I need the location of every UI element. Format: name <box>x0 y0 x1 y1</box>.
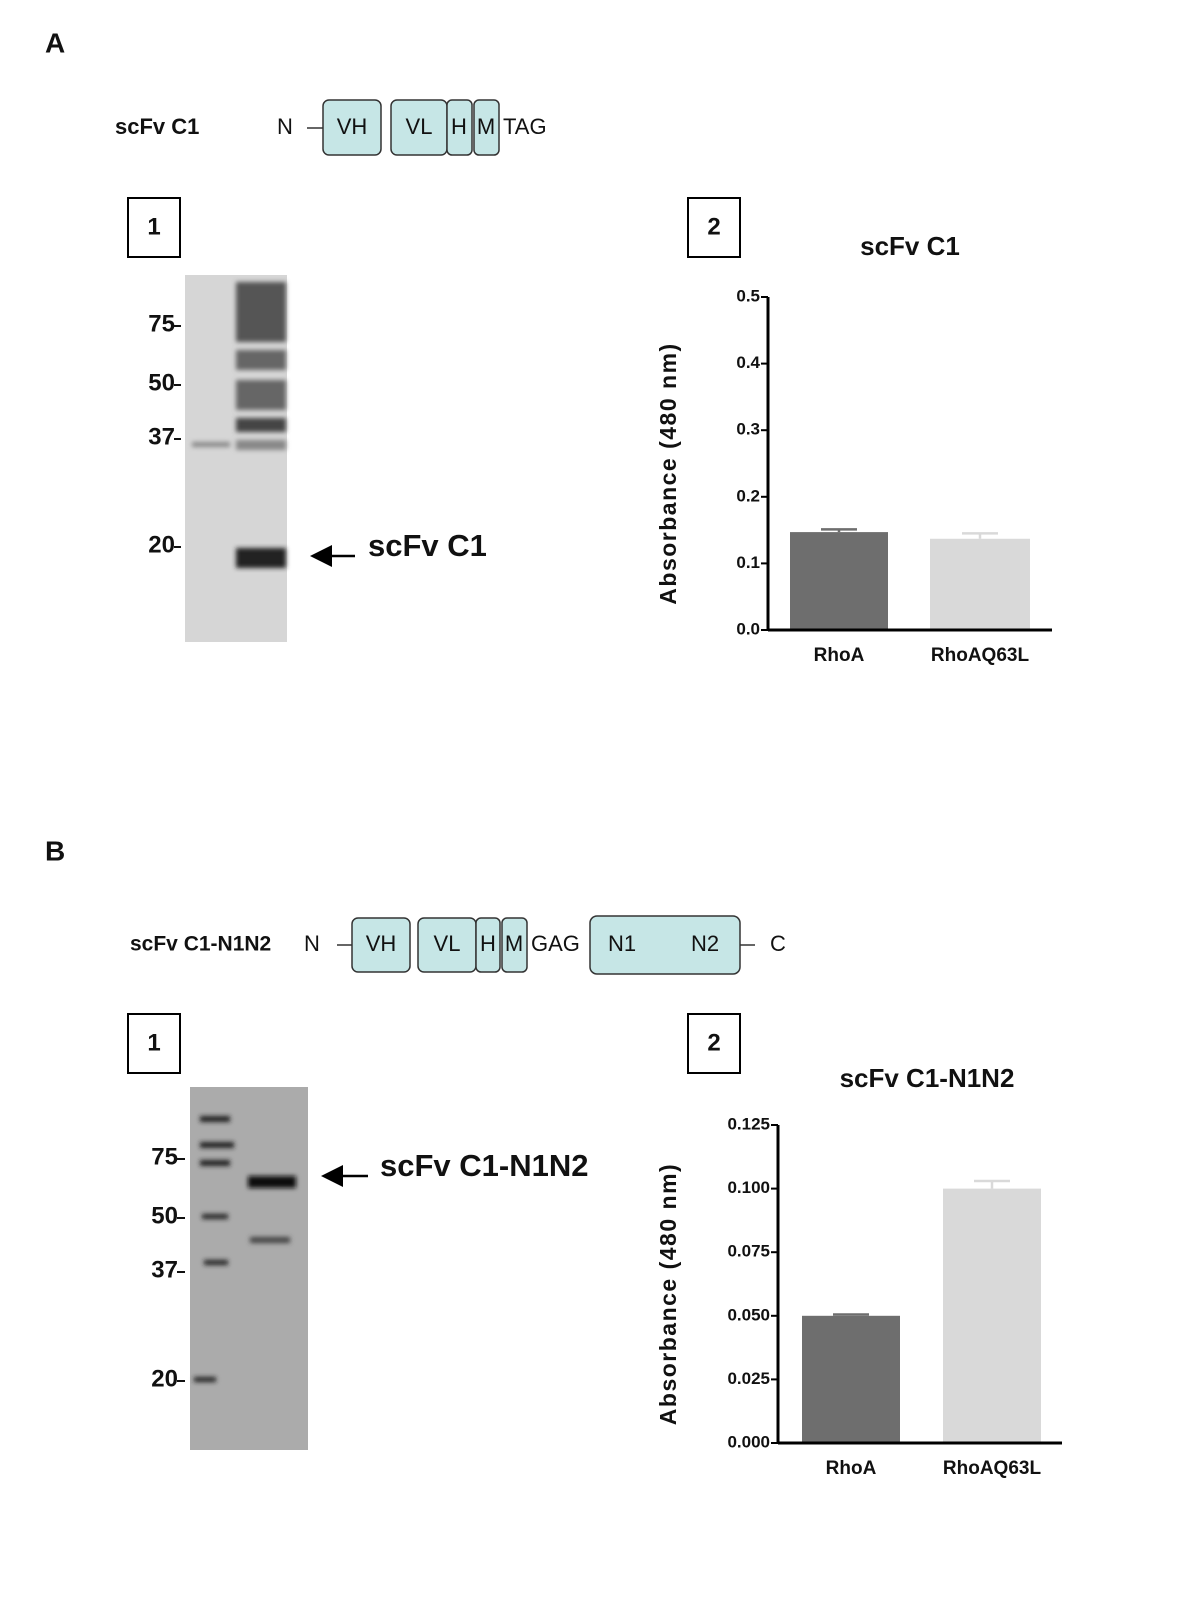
y-axis-label: Absorbance (480 nm) <box>655 1163 681 1425</box>
chart-title: scFv C1 <box>860 231 960 261</box>
subpanel-label: 2 <box>707 213 720 240</box>
y-tick-label: 0.2 <box>736 486 760 505</box>
error-bar <box>974 1179 1010 1189</box>
tag: TAG <box>503 114 547 139</box>
bar <box>802 1315 900 1443</box>
panel-label: B <box>45 835 65 866</box>
domain: N2 <box>691 931 719 956</box>
bar <box>930 538 1030 630</box>
x-tick-label: RhoA <box>814 645 865 666</box>
domain: M <box>477 114 495 139</box>
linker: GAG <box>531 931 580 956</box>
x-tick-label: RhoA <box>826 1458 877 1479</box>
y-tick-label: 0.1 <box>736 553 760 572</box>
marker-label: 75 <box>148 310 175 337</box>
subpanel-label: 1 <box>147 213 160 240</box>
construct-name: scFv C1-N1N2 <box>130 933 271 956</box>
y-tick-label: 0.0 <box>736 619 760 638</box>
western-blot: 75 50 37 20 scFv C1 <box>148 275 487 642</box>
x-tick-label: RhoAQ63L <box>943 1458 1042 1479</box>
n-terminus: N <box>304 931 320 956</box>
marker-label: 20 <box>151 1365 178 1392</box>
bar <box>790 532 888 630</box>
domain: N1 <box>608 931 636 956</box>
y-tick-label: 0.100 <box>727 1178 770 1197</box>
y-tick-label: 0.5 <box>736 286 760 305</box>
y-tick-label: 0.025 <box>727 1369 770 1388</box>
error-bar <box>962 532 998 539</box>
marker-label: 75 <box>151 1143 178 1170</box>
y-tick-label: 0.125 <box>727 1114 770 1133</box>
marker-label: 50 <box>148 369 175 396</box>
western-blot: 75 50 37 20 scFv C1-N1N2 <box>151 1087 588 1450</box>
marker-label: 37 <box>148 423 175 450</box>
n-terminus: N <box>277 114 293 139</box>
marker-label: 20 <box>148 531 175 558</box>
construct-diagram: scFv C1 N VH VL H M TAG <box>115 99 547 156</box>
c-terminus: C <box>770 931 786 956</box>
arrow-label: scFv C1-N1N2 <box>380 1148 588 1183</box>
bar <box>943 1188 1041 1443</box>
error-bar <box>821 528 857 533</box>
chart-title: scFv C1-N1N2 <box>840 1063 1015 1093</box>
y-axis-label: Absorbance (480 nm) <box>655 342 681 604</box>
domain: VH <box>366 931 397 956</box>
domain: VH <box>337 114 368 139</box>
marker-label: 37 <box>151 1256 178 1283</box>
marker-label: 50 <box>151 1202 178 1229</box>
y-tick-label: 0.000 <box>727 1432 770 1451</box>
construct-name: scFv C1 <box>115 114 199 139</box>
subpanel-label: 1 <box>147 1029 160 1056</box>
y-tick-label: 0.3 <box>736 420 760 439</box>
panel-label: A <box>45 27 65 58</box>
domain: H <box>480 931 496 956</box>
x-tick-label: RhoAQ63L <box>931 645 1030 666</box>
error-bar <box>833 1313 869 1316</box>
domain: M <box>505 931 523 956</box>
y-tick-label: 0.075 <box>727 1242 770 1261</box>
y-tick-label: 0.050 <box>727 1305 770 1324</box>
y-tick-label: 0.4 <box>736 353 760 372</box>
arrow-label: scFv C1 <box>368 528 487 563</box>
subpanel-label: 2 <box>707 1029 720 1056</box>
domain: VL <box>434 931 461 956</box>
domain: H <box>451 114 467 139</box>
construct-diagram: scFv C1-N1N2 N VH VL H M GAG N1 N2 C <box>130 915 786 975</box>
domain: VL <box>406 114 433 139</box>
